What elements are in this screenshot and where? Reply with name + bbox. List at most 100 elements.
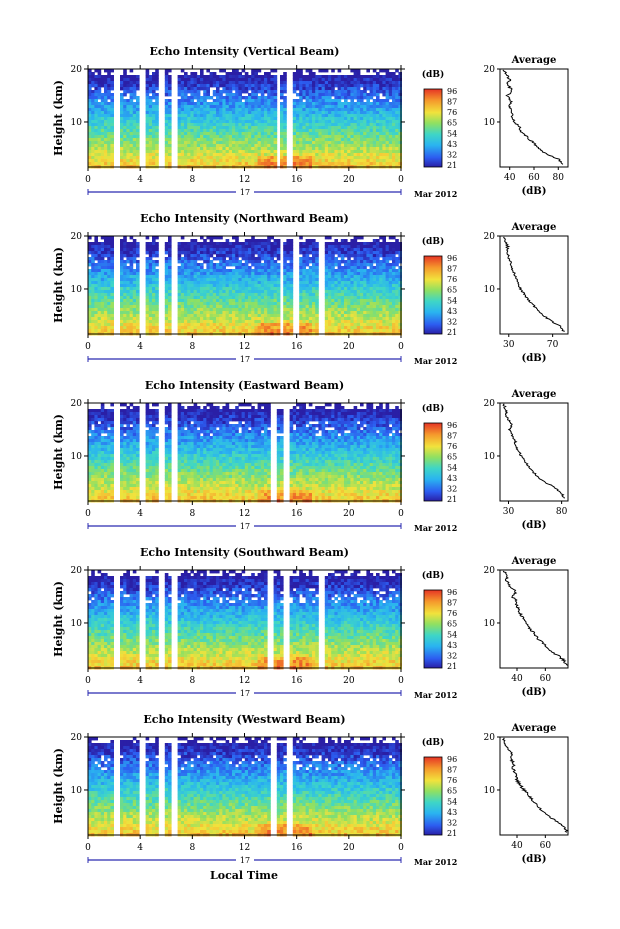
colorbar-tick-label: 96 xyxy=(447,588,457,597)
colorbar xyxy=(423,88,443,168)
y-tick-label: 10 xyxy=(71,619,83,629)
average-x-tick: 70 xyxy=(547,340,559,350)
x-tick-label: 4 xyxy=(137,676,143,686)
colorbar-tick-label: 54 xyxy=(447,129,457,138)
colorbar-label: (dB) xyxy=(422,403,444,414)
x-tick-label: 0 xyxy=(398,509,404,519)
x-tick-label: 12 xyxy=(239,843,250,853)
average-profile: Average 20 10 40 60 (dB) xyxy=(484,723,569,865)
colorbar-tick-label: 87 xyxy=(447,265,457,274)
colorbar-tick-label: 87 xyxy=(447,766,457,775)
colorbar-tick-label: 54 xyxy=(447,463,457,472)
colorbar-tick-label: 43 xyxy=(447,307,457,316)
y-tick-label: 20 xyxy=(71,399,83,409)
average-frame xyxy=(499,736,569,836)
colorbar-tick-label: 21 xyxy=(447,161,457,170)
date-label: Mar 2012 xyxy=(414,189,457,199)
day-label: 17 xyxy=(240,522,250,531)
x-tick-label: 0 xyxy=(85,175,91,185)
average-line xyxy=(503,236,565,332)
average-y-tick: 10 xyxy=(484,285,496,295)
panel-2: Echo Intensity (Northward Beam) Height (k… xyxy=(52,212,569,366)
y-tick-label: 20 xyxy=(71,733,83,743)
average-x-tick: 40 xyxy=(504,173,516,183)
x-tick-label: 20 xyxy=(343,676,355,686)
date-label: Mar 2012 xyxy=(414,523,457,533)
average-x-tick: 60 xyxy=(540,841,552,851)
day-label: 17 xyxy=(240,355,250,364)
colorbar-tick-label: 76 xyxy=(447,609,457,618)
colorbar-tick-label: 21 xyxy=(447,662,457,671)
y-axis-label: Height (km) xyxy=(52,581,65,657)
average-line xyxy=(502,69,564,165)
colorbar-tick-label: 96 xyxy=(447,421,457,430)
average-frame xyxy=(499,569,569,669)
colorbar-tick-label: 43 xyxy=(447,808,457,817)
date-label: Mar 2012 xyxy=(414,690,457,700)
day-label: 17 xyxy=(240,856,250,865)
panel-1: Echo Intensity (Vertical Beam) Height (km… xyxy=(52,45,569,199)
panel-4: Echo Intensity (Southward Beam) Height (k… xyxy=(52,546,569,700)
colorbar-tick-label: 87 xyxy=(447,432,457,441)
x-tick-label: 0 xyxy=(398,843,404,853)
average-y-tick: 20 xyxy=(484,65,496,75)
colorbar-tick-label: 32 xyxy=(447,317,457,326)
x-tick-label: 20 xyxy=(343,843,355,853)
heatmap xyxy=(88,737,402,837)
x-tick-label: 16 xyxy=(291,843,303,853)
average-line xyxy=(502,403,565,499)
colorbar-tick-label: 54 xyxy=(447,630,457,639)
colorbar-tick-label: 96 xyxy=(447,87,457,96)
y-axis-label: Height (km) xyxy=(52,80,65,156)
x-tick-label: 0 xyxy=(398,342,404,352)
colorbar-label: (dB) xyxy=(422,236,444,247)
y-tick-label: 10 xyxy=(71,285,83,295)
x-tick-label: 12 xyxy=(239,676,250,686)
colorbar-tick-label: 32 xyxy=(447,150,457,159)
average-x-tick: 40 xyxy=(511,674,523,684)
y-axis-label: Height (km) xyxy=(52,748,65,824)
average-frame xyxy=(499,402,569,502)
average-x-tick: 30 xyxy=(503,340,515,350)
y-axis-label: Height (km) xyxy=(52,414,65,490)
colorbar-tick-label: 54 xyxy=(447,797,457,806)
average-x-tick: 40 xyxy=(511,841,523,851)
heatmap xyxy=(88,236,402,336)
average-frame xyxy=(499,235,569,335)
panel-3: Echo Intensity (Eastward Beam) Height (km… xyxy=(52,379,569,533)
average-title: Average xyxy=(511,222,557,233)
day-label: 17 xyxy=(240,188,250,197)
x-tick-label: 16 xyxy=(291,175,303,185)
x-axis-title: Local Time xyxy=(210,869,278,882)
x-tick-label: 16 xyxy=(291,342,303,352)
colorbar-tick-label: 65 xyxy=(447,620,457,629)
average-title: Average xyxy=(511,55,557,66)
average-profile: Average 20 10 40 60 (dB) xyxy=(484,556,569,698)
colorbar-tick-label: 32 xyxy=(447,818,457,827)
average-line xyxy=(502,570,568,666)
average-x-tick: 60 xyxy=(540,674,552,684)
x-tick-label: 4 xyxy=(137,342,143,352)
colorbar-tick-label: 43 xyxy=(447,641,457,650)
colorbar-tick-label: 43 xyxy=(447,140,457,149)
average-y-tick: 10 xyxy=(484,452,496,462)
x-tick-label: 12 xyxy=(239,175,250,185)
day-label: 17 xyxy=(240,689,250,698)
panel-title: Echo Intensity (Southward Beam) xyxy=(140,546,349,559)
colorbar-label: (dB) xyxy=(422,69,444,80)
x-tick-label: 0 xyxy=(85,509,91,519)
y-tick-label: 20 xyxy=(71,566,83,576)
average-x-tick: 80 xyxy=(553,173,565,183)
x-tick-label: 4 xyxy=(137,843,143,853)
average-profile: Average 20 10 40 60 80 (dB) xyxy=(484,55,569,197)
y-axis-label: Height (km) xyxy=(52,247,65,323)
average-y-tick: 20 xyxy=(484,566,496,576)
x-tick-label: 4 xyxy=(137,509,143,519)
x-tick-label: 8 xyxy=(189,843,195,853)
average-x-tick: 60 xyxy=(528,173,540,183)
x-tick-label: 16 xyxy=(291,676,303,686)
colorbar-tick-label: 65 xyxy=(447,286,457,295)
panel-title: Echo Intensity (Eastward Beam) xyxy=(145,379,344,392)
y-tick-label: 20 xyxy=(71,65,83,75)
average-profile: Average 20 10 30 70(dB) xyxy=(484,222,569,364)
